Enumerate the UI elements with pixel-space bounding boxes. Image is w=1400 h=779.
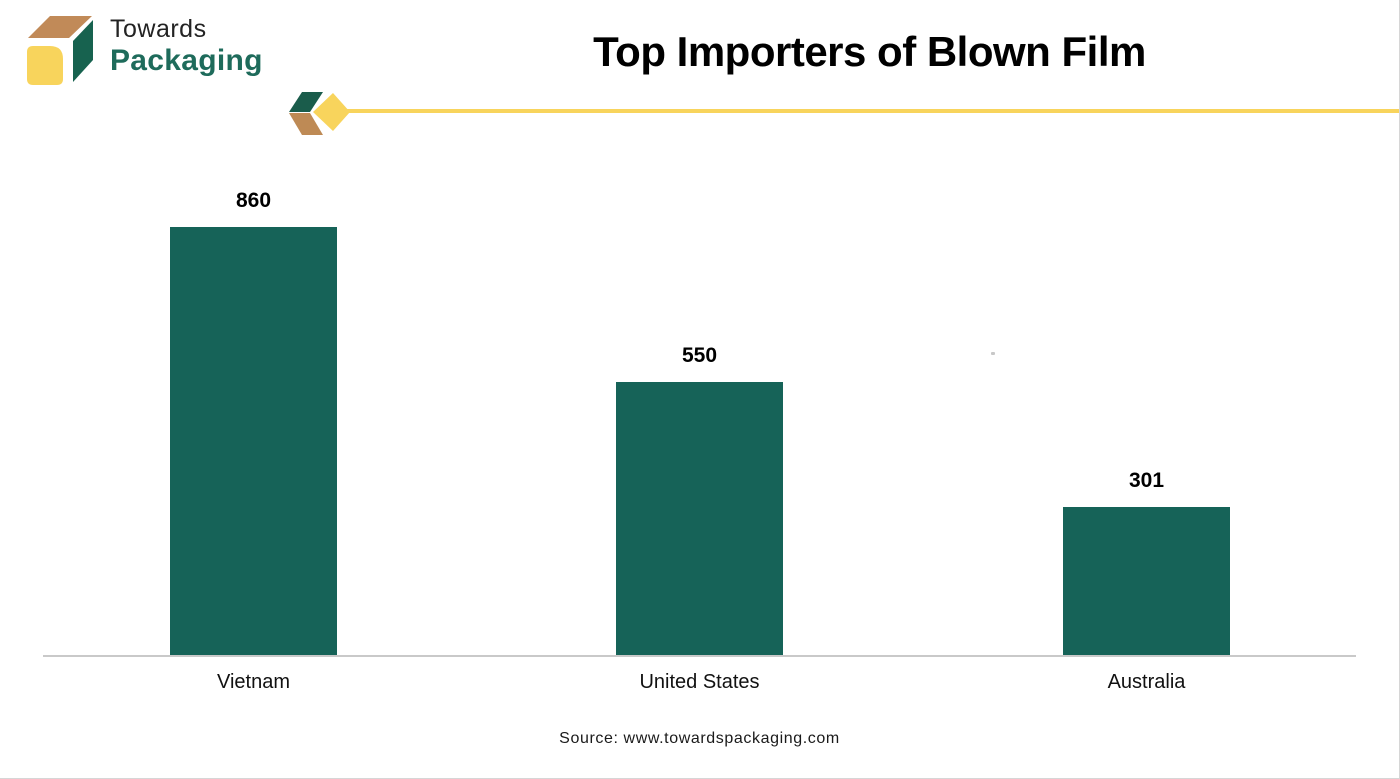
logo-wordmark: Towards Packaging (110, 14, 263, 78)
x-axis-line (43, 655, 1356, 657)
bar-united-states (616, 382, 783, 657)
bar-australia (1063, 506, 1230, 657)
towards-packaging-logo: Towards Packaging (26, 10, 263, 88)
bar-value-label: 301 (1128, 468, 1165, 492)
category-label-australia: Australia (1107, 671, 1186, 693)
category-label-united-states: United States (639, 671, 760, 693)
bar-vietnam (170, 227, 337, 657)
arrow-cube-ornament-icon (289, 92, 350, 135)
page-title: Top Importers of Blown Film (593, 28, 1146, 75)
logo-word-packaging: Packaging (110, 44, 263, 77)
category-label-vietnam: Vietnam (216, 671, 290, 693)
bar-value-label: 860 (235, 189, 272, 212)
plot-area: 860 550 301 (0, 189, 1399, 657)
stray-dot-artifact (991, 352, 995, 355)
title-accent-line (346, 109, 1399, 113)
bar-group-vietnam: 860 (170, 189, 337, 657)
logo-cube-icon (27, 16, 93, 85)
logo-word-towards: Towards (110, 15, 207, 43)
bar-group-australia: 301 (1063, 207, 1230, 657)
source-text: Source: www.towardspackaging.com (559, 730, 840, 747)
bar-value-label: 550 (681, 344, 718, 367)
bar-group-united-states: 550 (616, 207, 783, 657)
